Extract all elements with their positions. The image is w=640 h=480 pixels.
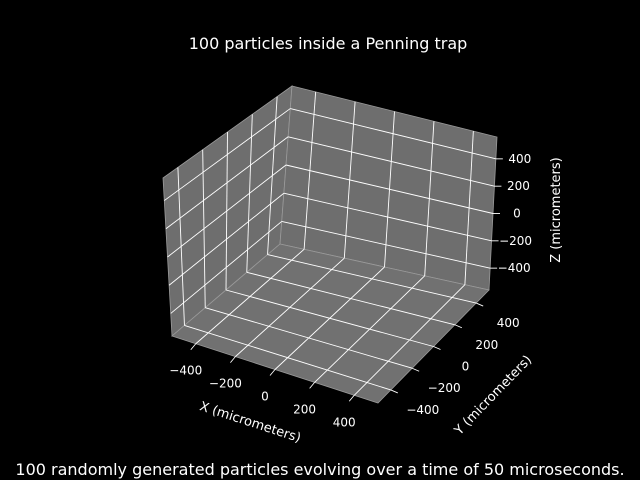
gridline-z: [281, 220, 491, 269]
gridline-y: [184, 324, 391, 391]
y-tick-label: −400: [406, 403, 439, 417]
x-tick-label: −200: [209, 377, 242, 391]
x-tick: [348, 394, 355, 402]
caption: 100 randomly generated particles evolvin…: [15, 460, 624, 479]
y-tick: [476, 302, 484, 307]
z-tick-label: 200: [507, 179, 530, 193]
gridline-z: [288, 136, 495, 187]
x-tick-label: −400: [169, 364, 202, 378]
gridline-y: [246, 271, 455, 326]
y-tick: [454, 324, 463, 329]
chart-title: 100 particles inside a Penning trap: [189, 34, 468, 53]
gridline-z: [168, 192, 285, 286]
x-tick: [190, 343, 197, 351]
x-tick: [269, 369, 276, 376]
gridline-z: [167, 164, 287, 258]
x-tick-label: 200: [293, 402, 316, 416]
gridline-y: [225, 289, 434, 347]
y-tick-label: 200: [475, 338, 498, 352]
y-tick-label: 400: [497, 316, 520, 330]
z-axis-label: Z (micrometers): [549, 157, 564, 263]
y-tick: [411, 367, 420, 372]
gridline-z: [170, 221, 283, 314]
z-tick-label: −200: [499, 234, 532, 248]
gridline-z: [285, 164, 494, 214]
floor-pane: [171, 243, 490, 404]
y-tick-label: −200: [428, 381, 461, 395]
z-tick-label: 0: [513, 207, 521, 221]
gridline-z: [290, 108, 496, 160]
gridline-y: [205, 307, 413, 369]
x-tick: [230, 356, 236, 363]
y-tick: [433, 346, 441, 350]
gridline-z: [283, 192, 492, 242]
x-axis-label: X (micrometers): [198, 399, 303, 446]
x-tick-label: 400: [333, 415, 356, 429]
z-tick-label: 400: [508, 152, 531, 166]
gridline-z: [164, 108, 291, 201]
y-tick-label: 0: [462, 360, 470, 374]
gridline-z: [165, 136, 289, 230]
z-tick-label: −400: [498, 261, 531, 275]
x-tick-label: 0: [261, 390, 269, 404]
x-tick: [309, 382, 315, 389]
y-tick: [390, 389, 398, 394]
gridline-y: [267, 254, 477, 304]
